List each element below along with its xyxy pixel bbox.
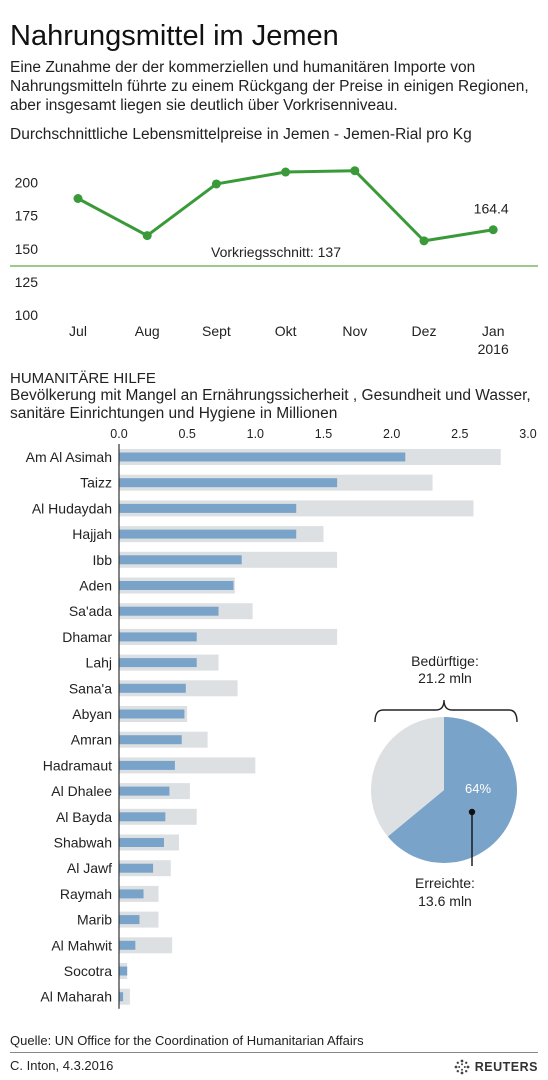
x-tick-label: Sept xyxy=(202,323,231,339)
aid-subtitle: Bevölkerung mit Mangel an Ernährungssich… xyxy=(10,387,531,422)
reached-bar xyxy=(119,735,182,745)
needy-value: 21.2 mln xyxy=(418,670,472,686)
price-point xyxy=(211,179,221,189)
y-tick-label: 125 xyxy=(15,274,39,290)
reached-bar xyxy=(119,709,185,719)
credit-note: C. Inton, 4.3.2016 xyxy=(10,1058,114,1073)
end-value-label: 164.4 xyxy=(474,201,509,217)
y-tick-label: 100 xyxy=(15,307,39,323)
region-label: Sana'a xyxy=(69,680,112,696)
needy-bar xyxy=(119,988,130,1005)
reached-bar xyxy=(119,478,338,488)
region-label: Lahj xyxy=(86,655,112,671)
region-label: Am Al Asimah xyxy=(26,449,112,465)
y-tick-label: 175 xyxy=(15,208,39,224)
page-title: Nahrungsmittel im Jemen xyxy=(10,20,339,52)
brand-name: REUTERS xyxy=(474,1060,538,1074)
x-tick-label: 0.5 xyxy=(178,427,195,441)
region-label: Al Hudaydah xyxy=(32,500,112,516)
reached-bar xyxy=(119,915,140,925)
aid-heading: HUMANITÄRE HILFE xyxy=(10,370,156,387)
x-tick-label: 0.0 xyxy=(110,427,127,441)
line-chart-subtitle: Durchschnittliche Lebensmittelpreise in … xyxy=(10,126,472,143)
price-point xyxy=(281,167,291,177)
reached-label: Erreichte: xyxy=(415,875,475,891)
reached-pct-label: 64% xyxy=(465,781,491,796)
price-point xyxy=(488,225,498,235)
reached-bar xyxy=(119,503,297,513)
region-label: Sa'ada xyxy=(69,603,112,619)
reached-bar xyxy=(119,658,197,668)
region-label: Aden xyxy=(79,578,112,594)
x-tick-label: Okt xyxy=(275,323,297,339)
reached-bar xyxy=(119,966,128,976)
x-tick-label: 1.0 xyxy=(247,427,264,441)
source-note: Quelle: UN Office for the Coordination o… xyxy=(10,1033,364,1048)
region-label: Taizz xyxy=(80,475,112,491)
reached-bar xyxy=(119,529,297,539)
x-tick-sublabel: 2016 xyxy=(478,341,509,357)
aid-bar-chart: 0.0 0.5 1.0 1.5 2.0 2.5 3.0 Am Al Asimah Taizz Al… xyxy=(26,427,537,1009)
x-tick-label: 3.0 xyxy=(519,427,536,441)
reached-bar xyxy=(119,940,136,950)
price-point xyxy=(73,194,83,204)
reached-bar xyxy=(119,683,186,693)
reached-bar xyxy=(119,889,144,899)
region-label: Shabwah xyxy=(54,835,112,851)
reached-bar xyxy=(119,863,154,873)
reached-bar xyxy=(119,581,234,590)
reached-bar xyxy=(119,606,219,616)
reuters-dots-icon xyxy=(454,1059,470,1075)
needy-brace xyxy=(374,699,518,723)
x-tick-label: Nov xyxy=(342,323,367,339)
region-label: Al Jawf xyxy=(67,860,112,876)
y-tick-label: 150 xyxy=(15,241,39,257)
x-tick-label: Aug xyxy=(135,323,160,339)
reached-bar xyxy=(119,838,164,847)
region-label: Raymah xyxy=(60,886,112,902)
aid-pie-chart: 64% Bedürftige:21.2 mln Erreichte: 13.6 mln xyxy=(371,653,518,909)
reached-bar xyxy=(119,812,166,822)
reached-bar xyxy=(119,632,197,642)
reached-bar xyxy=(119,452,406,462)
reached-bar xyxy=(119,760,175,770)
x-tick-label: 2.0 xyxy=(383,427,400,441)
region-label: Al Bayda xyxy=(56,809,112,825)
x-tick-label: Jan xyxy=(482,323,505,339)
region-label: Amran xyxy=(71,732,112,748)
reuters-logo: REUTERS xyxy=(454,1059,538,1075)
needy-label: Bedürftige: xyxy=(411,653,479,669)
region-label: Hajjah xyxy=(72,526,112,542)
x-tick-label: Dez xyxy=(412,323,437,339)
reached-bar xyxy=(119,786,170,796)
price-point xyxy=(142,231,152,241)
region-label: Al Mahwit xyxy=(51,937,112,953)
x-tick-label: 1.5 xyxy=(315,427,332,441)
footer-divider xyxy=(10,1052,538,1053)
price-point xyxy=(350,166,360,176)
price-line-chart: 100 125 150 175 200 Vorkriegsschnitt: 137 164.… xyxy=(10,166,538,357)
reached-value: 13.6 mln xyxy=(418,893,472,909)
reached-bar xyxy=(119,555,242,565)
region-label: Ibb xyxy=(93,552,113,568)
region-label: Dhamar xyxy=(62,629,112,645)
region-label: Marib xyxy=(77,912,112,928)
price-point xyxy=(419,236,429,246)
intro-text: Eine Zunahme der der kommerziellen und h… xyxy=(10,59,529,114)
region-label: Abyan xyxy=(72,706,112,722)
not-reached-slice xyxy=(371,717,444,837)
reached-bar xyxy=(119,992,124,1002)
reached-slice xyxy=(387,717,517,863)
x-tick-label: 2.5 xyxy=(451,427,468,441)
x-tick-label: Jul xyxy=(69,323,87,339)
region-label: Al Dhalee xyxy=(51,783,112,799)
y-tick-label: 200 xyxy=(15,175,39,191)
region-label: Al Maharah xyxy=(40,989,112,1005)
region-label: Hadramaut xyxy=(43,757,112,773)
region-label: Socotra xyxy=(64,963,112,979)
prewar-reference-label: Vorkriegsschnitt: 137 xyxy=(211,244,341,260)
